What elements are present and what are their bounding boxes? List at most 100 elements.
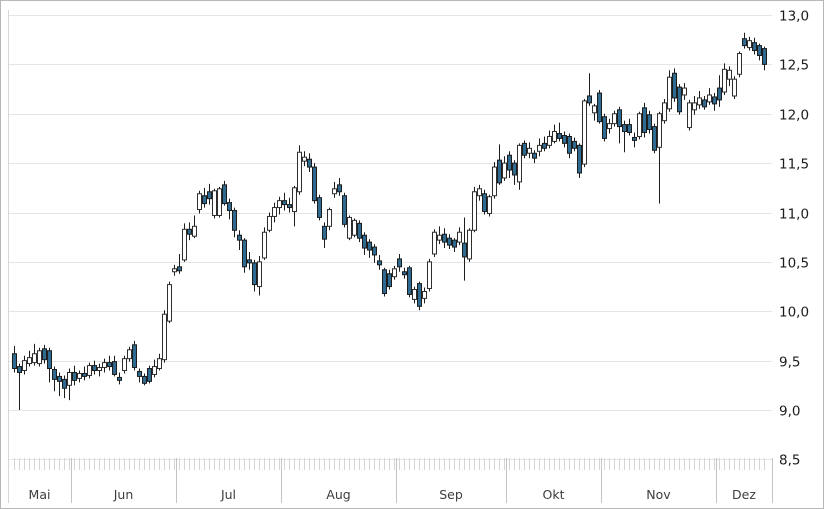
candle-up <box>212 190 217 216</box>
candle-down <box>507 154 512 171</box>
y-axis-label: 11,0 <box>779 207 809 223</box>
candle-down <box>652 126 657 151</box>
candle-up <box>467 229 472 260</box>
candle-down <box>232 210 237 231</box>
candle-up <box>612 113 617 125</box>
candle-up <box>727 69 732 80</box>
candle-up <box>547 135 552 146</box>
y-axis-label: 8,5 <box>779 453 800 469</box>
candle-down <box>367 241 372 251</box>
candle-up <box>292 187 297 213</box>
y-axis-label: 13,0 <box>779 9 809 25</box>
candle-up <box>262 231 267 259</box>
candle-up <box>27 357 32 365</box>
candle-up <box>687 102 692 129</box>
y-axis-label: 12,5 <box>779 58 809 74</box>
candle-down <box>627 124 632 134</box>
candle-up <box>487 196 492 214</box>
candle-up <box>77 372 82 379</box>
candle-up <box>737 53 742 75</box>
month-label: Dez <box>732 487 756 502</box>
candle-up <box>217 188 222 216</box>
candle-down <box>117 376 122 381</box>
candle-down <box>112 361 117 375</box>
candle-down <box>617 109 622 128</box>
candle-up <box>257 261 262 288</box>
candle-up <box>592 105 597 114</box>
candle-down <box>252 262 257 286</box>
candle-down <box>342 195 347 225</box>
candle-up <box>412 289 417 300</box>
candle-down <box>567 135 572 154</box>
candle-down <box>717 87 722 101</box>
candle-up <box>607 123 612 130</box>
candle-down <box>417 283 422 307</box>
y-axis-label: 10,5 <box>779 256 809 272</box>
candle-up <box>657 113 662 148</box>
y-axis-label: 9,5 <box>779 355 800 371</box>
candle-down <box>597 92 602 123</box>
candle-down <box>187 228 192 235</box>
candle-down <box>752 42 757 52</box>
candle-up <box>162 313 167 361</box>
candle-up <box>22 360 27 371</box>
candle-down <box>307 158 312 168</box>
candle-down <box>562 134 567 144</box>
candle-up <box>427 261 432 290</box>
candle-down <box>82 372 87 377</box>
candle-up <box>552 131 557 142</box>
candle-up <box>662 102 667 122</box>
candle-down <box>532 152 537 159</box>
candle-up <box>297 151 302 193</box>
candle-down <box>92 365 97 371</box>
candle-up <box>167 284 172 322</box>
candle-down <box>702 99 707 108</box>
candle-up <box>682 87 687 96</box>
candle-up <box>37 350 42 365</box>
candle-down <box>147 368 152 382</box>
candle-up <box>732 78 737 97</box>
candle-down <box>312 166 317 202</box>
candle-up <box>302 156 307 162</box>
candle-up <box>517 144 522 183</box>
y-axis-label: 11,5 <box>779 157 809 173</box>
candle-down <box>107 362 112 368</box>
candle-down <box>577 144 582 174</box>
candle-down <box>542 142 547 149</box>
candle-down <box>762 48 767 65</box>
candle-up <box>392 268 397 278</box>
candle-up <box>722 68 727 93</box>
candle-down <box>202 195 207 205</box>
month-label: Mai <box>29 487 51 502</box>
candle-down <box>237 234 242 241</box>
candle-up <box>102 362 107 369</box>
candle-up <box>172 268 177 273</box>
candle-up <box>692 102 697 111</box>
candle-up <box>87 365 92 376</box>
candle-down <box>712 96 717 105</box>
candle-down <box>177 266 182 272</box>
candle-down <box>247 259 252 264</box>
candle-down <box>632 136 637 141</box>
candle-up <box>67 371 72 386</box>
candle-up <box>707 94 712 103</box>
candle-down <box>642 107 647 134</box>
candle-down <box>377 260 382 266</box>
month-label: Nov <box>646 487 671 502</box>
candle-up <box>502 162 507 179</box>
y-axis-label: 9,0 <box>779 404 800 420</box>
candle-down <box>757 45 762 56</box>
candle-up <box>437 234 442 241</box>
candle-up <box>637 113 642 137</box>
candle-down <box>572 140 577 149</box>
candle-up <box>192 225 197 237</box>
candle-up <box>277 200 282 209</box>
candle-down <box>52 369 57 380</box>
candle-up <box>492 166 497 197</box>
candle-down <box>447 237 452 246</box>
candle-down <box>482 193 487 213</box>
candle-up <box>352 219 357 236</box>
candle-down <box>42 348 47 361</box>
candle-down <box>47 350 52 370</box>
